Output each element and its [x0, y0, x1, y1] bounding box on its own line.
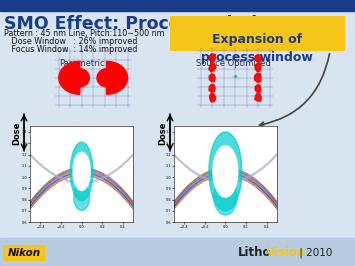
Polygon shape: [255, 55, 262, 62]
Text: Litho: Litho: [238, 247, 272, 260]
Text: Focus: Focus: [207, 211, 236, 221]
Polygon shape: [213, 146, 238, 197]
Bar: [0, 0, 355, 11]
Polygon shape: [59, 61, 89, 94]
Polygon shape: [209, 74, 215, 82]
Text: SMO Effect: Process Window: SMO Effect: Process Window: [4, 15, 285, 33]
Text: | 2010: | 2010: [296, 248, 332, 258]
FancyBboxPatch shape: [170, 16, 345, 51]
Polygon shape: [255, 64, 261, 72]
FancyArrowPatch shape: [260, 54, 329, 126]
Text: Pattern : 45 nm Line, Pitch:110∼500 nm: Pattern : 45 nm Line, Pitch:110∼500 nm: [4, 29, 165, 38]
Text: Dose: Dose: [158, 121, 168, 145]
Polygon shape: [214, 180, 237, 215]
Text: Source Optimized: Source Optimized: [196, 59, 271, 68]
Polygon shape: [255, 93, 261, 101]
Polygon shape: [209, 132, 242, 211]
Polygon shape: [73, 152, 90, 190]
FancyBboxPatch shape: [3, 245, 45, 261]
Text: Expansion of
process window: Expansion of process window: [201, 33, 313, 64]
Text: Nikon: Nikon: [7, 248, 40, 258]
Text: Focus: Focus: [62, 211, 92, 221]
Text: Dose: Dose: [12, 121, 22, 145]
Polygon shape: [70, 142, 93, 201]
Polygon shape: [97, 61, 127, 94]
Polygon shape: [209, 84, 215, 92]
Text: Parametric: Parametric: [59, 59, 105, 68]
Text: Vision: Vision: [266, 247, 306, 260]
Polygon shape: [209, 63, 216, 72]
Text: Focus Window  : 14% improved: Focus Window : 14% improved: [4, 45, 137, 54]
Polygon shape: [255, 73, 261, 82]
Polygon shape: [209, 54, 215, 62]
Polygon shape: [74, 184, 89, 210]
Polygon shape: [210, 93, 216, 102]
Polygon shape: [255, 85, 261, 92]
Text: Dose Window   : 26% improved: Dose Window : 26% improved: [4, 37, 137, 46]
Bar: [0, 238, 355, 266]
